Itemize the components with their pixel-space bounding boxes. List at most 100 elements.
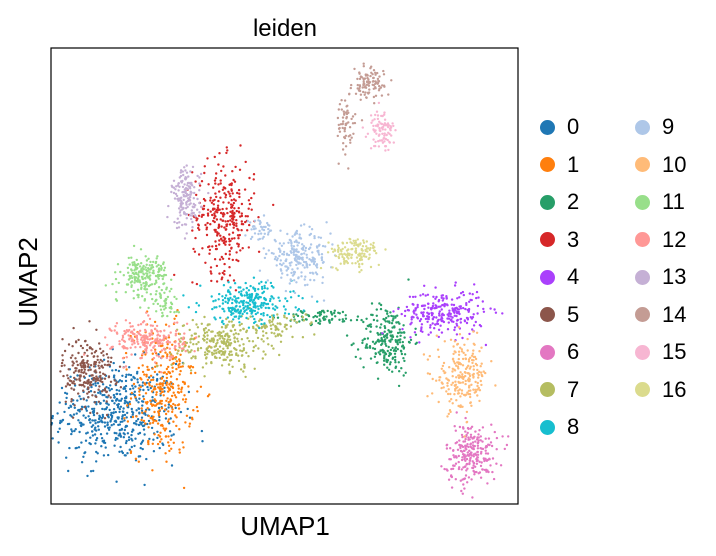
data-point-cluster-8: [271, 303, 274, 306]
data-point-cluster-1: [155, 391, 158, 394]
data-point-cluster-6: [478, 471, 482, 474]
data-point-cluster-2: [388, 352, 391, 356]
data-point-cluster-1: [131, 415, 135, 419]
data-point-cluster-2: [394, 355, 397, 359]
data-point-cluster-5: [100, 390, 104, 393]
data-point-cluster-0: [158, 446, 161, 450]
data-point-cluster-14: [349, 86, 352, 90]
data-point-cluster-9: [266, 223, 270, 227]
data-point-cluster-0: [82, 455, 85, 458]
data-point-cluster-12: [156, 334, 159, 337]
data-point-cluster-0: [81, 405, 84, 409]
data-point-cluster-13: [183, 190, 187, 194]
data-point-cluster-3: [218, 152, 221, 155]
data-point-cluster-15: [373, 118, 376, 121]
data-point-cluster-16: [359, 257, 362, 261]
data-point-cluster-10: [464, 379, 467, 383]
data-point-cluster-0: [125, 373, 128, 376]
data-point-cluster-6: [464, 416, 467, 420]
data-point-cluster-2: [377, 340, 381, 343]
data-point-cluster-8: [218, 305, 221, 308]
data-point-cluster-15: [383, 134, 386, 137]
data-point-cluster-16: [354, 247, 358, 250]
data-point-cluster-0: [137, 432, 140, 435]
data-point-cluster-16: [319, 266, 323, 270]
data-point-cluster-9: [263, 256, 267, 260]
data-point-cluster-8: [235, 297, 238, 300]
data-point-cluster-3: [234, 165, 237, 169]
data-point-cluster-7: [252, 349, 255, 353]
legend-label-2: 2: [567, 189, 580, 214]
data-point-cluster-13: [200, 205, 203, 208]
data-point-cluster-0: [118, 407, 122, 411]
data-point-cluster-6: [476, 450, 479, 454]
data-point-cluster-9: [285, 258, 288, 261]
data-point-cluster-0: [76, 374, 79, 377]
data-point-cluster-7: [276, 334, 280, 337]
data-point-cluster-9: [293, 291, 297, 295]
data-point-cluster-12: [128, 328, 131, 332]
data-point-cluster-5: [61, 359, 64, 362]
data-point-cluster-4: [392, 310, 395, 313]
legend-label-11: 11: [662, 189, 685, 214]
data-point-cluster-11: [122, 274, 126, 277]
data-point-cluster-4: [459, 321, 462, 324]
data-point-cluster-15: [378, 120, 381, 124]
data-point-cluster-3: [206, 221, 209, 225]
data-point-cluster-12: [143, 338, 146, 341]
data-point-cluster-0: [73, 429, 76, 433]
data-point-cluster-8: [232, 318, 235, 321]
data-point-cluster-1: [146, 378, 150, 382]
data-point-cluster-0: [80, 421, 83, 425]
data-point-cluster-10: [469, 401, 472, 404]
data-point-cluster-16: [350, 253, 354, 256]
data-point-cluster-0: [99, 402, 102, 405]
data-point-cluster-3: [215, 218, 219, 221]
data-point-cluster-5: [60, 364, 63, 368]
data-point-cluster-15: [387, 124, 390, 127]
data-point-cluster-5: [71, 381, 74, 385]
data-point-cluster-12: [185, 322, 189, 325]
data-point-cluster-7: [281, 330, 284, 333]
data-point-cluster-6: [472, 464, 475, 467]
data-point-cluster-7: [217, 350, 220, 354]
data-point-cluster-7: [234, 332, 238, 335]
data-point-cluster-0: [110, 414, 114, 418]
data-point-cluster-12: [160, 356, 163, 360]
data-point-cluster-1: [163, 429, 167, 432]
data-point-cluster-1: [157, 386, 160, 389]
data-point-cluster-10: [476, 381, 479, 385]
data-point-cluster-1: [184, 421, 187, 424]
data-point-cluster-0: [168, 422, 171, 425]
data-point-cluster-4: [429, 331, 432, 334]
data-point-cluster-5: [67, 343, 71, 346]
data-point-cluster-9: [267, 227, 270, 231]
data-point-cluster-10: [426, 372, 430, 375]
data-point-cluster-0: [75, 412, 78, 415]
data-point-cluster-0: [101, 393, 104, 397]
data-point-cluster-9: [308, 258, 311, 261]
data-point-cluster-11: [163, 308, 166, 311]
data-point-cluster-9: [307, 247, 311, 251]
data-point-cluster-0: [134, 385, 137, 388]
data-point-cluster-9: [261, 228, 264, 231]
data-point-cluster-13: [181, 179, 184, 183]
data-point-cluster-13: [185, 164, 188, 167]
data-point-cluster-10: [451, 357, 455, 360]
data-point-cluster-7: [239, 349, 242, 352]
data-point-cluster-16: [347, 257, 350, 260]
data-point-cluster-12: [128, 337, 131, 340]
data-point-cluster-9: [253, 232, 257, 235]
data-point-cluster-14: [343, 126, 347, 130]
data-point-cluster-14: [346, 109, 349, 112]
data-point-cluster-1: [180, 390, 183, 394]
legend-item-2: 2: [540, 188, 579, 216]
data-point-cluster-11: [143, 299, 146, 302]
data-point-cluster-0: [123, 402, 127, 405]
data-point-cluster-3: [221, 271, 224, 275]
data-point-cluster-7: [197, 335, 201, 338]
data-point-cluster-0: [51, 437, 54, 440]
data-point-cluster-0: [115, 480, 118, 483]
data-point-cluster-12: [122, 339, 126, 343]
data-point-cluster-10: [461, 357, 465, 361]
